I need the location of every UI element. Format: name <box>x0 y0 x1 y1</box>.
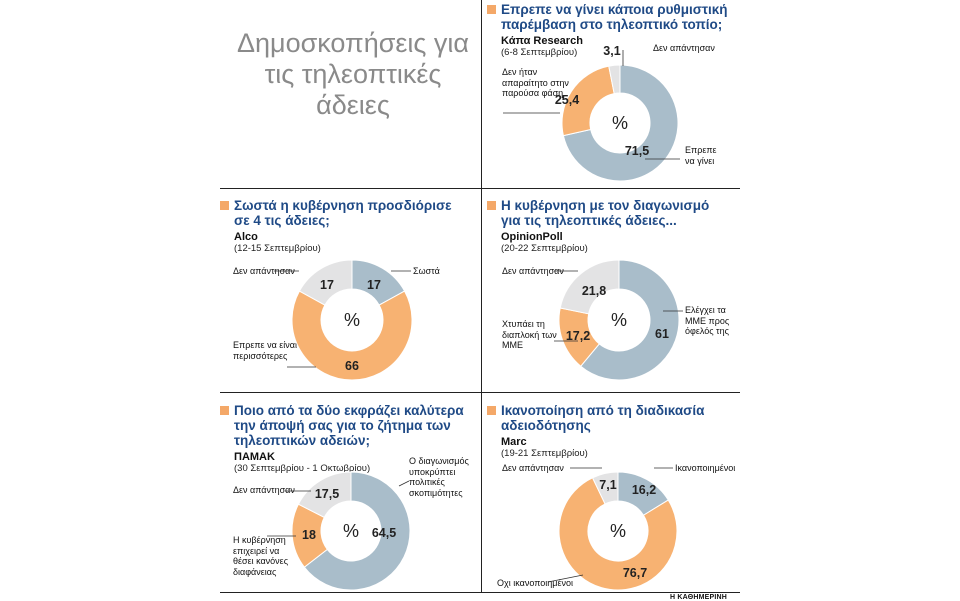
donut-slice <box>298 259 353 306</box>
label-4-grey: Δεν απάντησαν <box>233 485 295 495</box>
label-3-blue: Ελέγχει τα ΜΜΕ προς όφελός της <box>685 305 730 336</box>
date-1: (6-8 Σεπτεμβρίου) <box>501 47 578 58</box>
leader-line <box>547 574 584 583</box>
donut-chart-1: 3,1 25,4 71,5 % <box>503 44 680 182</box>
source-1: Κάπα Research <box>501 35 583 47</box>
value-label: 71,5 <box>625 144 649 158</box>
value-label: 21,8 <box>582 284 606 298</box>
credit: Η ΚΑΘΗΜΕΡΙΝΗ <box>670 594 728 601</box>
poll-panel-3: Η κυβέρνηση με τον διαγωνισμό για τις τη… <box>487 198 732 254</box>
donut-chart-2: 17 17 66 % <box>274 259 413 381</box>
question-4: Ποιο από τα δύο εκφράζει καλύτερα την άπ… <box>220 403 475 448</box>
bullet-square-icon <box>220 406 229 415</box>
question-3: Η κυβέρνηση με τον διαγωνισμό για τις τη… <box>487 198 732 228</box>
label-3-orange: Χτυπάει τη διαπλοκή των ΜΜΕ <box>502 319 557 350</box>
value-label: 18 <box>302 528 316 542</box>
source-4: ΠΑΜΑΚ <box>234 451 275 463</box>
divider-2 <box>220 392 740 393</box>
value-label: 17,5 <box>315 487 339 501</box>
label-1-grey: Δεν απάντησαν <box>653 43 715 53</box>
source-5: Marc <box>501 436 527 448</box>
poll-panel-1: Επρεπε να γίνει κάποια ρυθμιστική παρέμβ… <box>487 2 732 58</box>
source-3: OpinionPoll <box>501 231 563 243</box>
donut-slice <box>562 64 679 182</box>
date-3: (20-22 Σεπτεμβρίου) <box>501 243 588 254</box>
poll-panel-2: Σωστά η κυβέρνηση προσδιόρισε σε 4 τις ά… <box>220 198 470 254</box>
percent-symbol: % <box>612 113 628 133</box>
bullet-square-icon <box>487 5 496 14</box>
bottom-divider <box>220 592 740 593</box>
main-title: Δημοσκοπήσεις για τις τηλεοπτικές άδειες <box>236 28 470 120</box>
donut-hole <box>588 289 650 351</box>
date-2: (12-15 Σεπτεμβρίου) <box>234 243 321 254</box>
bullet-square-icon <box>487 201 496 210</box>
donut-chart-4: 17,5 18 64,5 % <box>267 471 411 591</box>
donut-hole <box>321 289 383 351</box>
divider-1 <box>220 188 740 189</box>
label-5-orange: Οχι ικανοποιημένοι <box>497 578 573 588</box>
donut-chart-5: 7,1 16,2 76,7 % <box>547 467 678 591</box>
value-label: 17 <box>367 278 381 292</box>
date-4: (30 Σεπτεμβρίου - 1 Οκτωβρίου) <box>234 463 371 474</box>
value-label: 17,2 <box>566 329 590 343</box>
question-5: Ικανοποίηση από τη διαδικασία αδειοδότησ… <box>487 403 732 433</box>
percent-symbol: % <box>611 310 627 330</box>
percent-symbol: % <box>344 310 360 330</box>
label-2-blue: Σωστά <box>413 266 440 276</box>
label-5-grey: Δεν απάντησαν <box>502 463 564 473</box>
label-5-blue: Ικανοποιημένοι <box>675 463 736 473</box>
donut-hole <box>588 501 648 561</box>
label-1-orange: Δεν ήταν απαραίτητο στην παρούσα φάση <box>502 67 569 98</box>
label-2-grey: Δεν απάντησαν <box>233 266 295 276</box>
value-label: 3,1 <box>603 44 620 58</box>
label-3-grey: Δεν απάντησαν <box>502 266 564 276</box>
label-1-blue: Επρεπε να γίνει <box>685 145 717 166</box>
poll-panel-4: Ποιο από τα δύο εκφράζει καλύτερα την άπ… <box>220 403 475 474</box>
value-label: 66 <box>345 359 359 373</box>
question-1: Επρεπε να γίνει κάποια ρυθμιστική παρέμβ… <box>487 2 732 32</box>
percent-symbol: % <box>610 521 626 541</box>
label-2-orange: Επρεπε να είναι περισσότερες <box>233 340 297 361</box>
source-2: Alco <box>234 231 258 243</box>
value-label: 64,5 <box>372 526 396 540</box>
date-5: (19-21 Σεπτεμβρίου) <box>501 448 588 459</box>
value-label: 25,4 <box>555 93 579 107</box>
label-4-blue: Ο διαγωνισμός υποκρύπτει πολιτικές σκοπι… <box>409 456 469 498</box>
value-label: 16,2 <box>632 483 656 497</box>
leader-line <box>398 480 410 487</box>
value-label: 7,1 <box>599 478 616 492</box>
value-label: 17 <box>320 278 334 292</box>
bullet-square-icon <box>487 406 496 415</box>
donut-hole <box>321 501 381 561</box>
donut-hole <box>590 93 650 153</box>
label-4-orange: Η κυβέρνηση επιχειρεί να θέσει κανόνες δ… <box>233 535 289 577</box>
value-label: 61 <box>655 327 669 341</box>
poll-panel-5: Ικανοποίηση από τη διαδικασία αδειοδότησ… <box>487 403 732 459</box>
bullet-square-icon <box>220 201 229 210</box>
percent-symbol: % <box>343 521 359 541</box>
donut-chart-3: 21,8 17,2 61 % <box>554 259 683 381</box>
vertical-divider <box>481 0 482 592</box>
value-label: 76,7 <box>623 566 647 580</box>
question-2: Σωστά η κυβέρνηση προσδιόρισε σε 4 τις ά… <box>220 198 470 228</box>
